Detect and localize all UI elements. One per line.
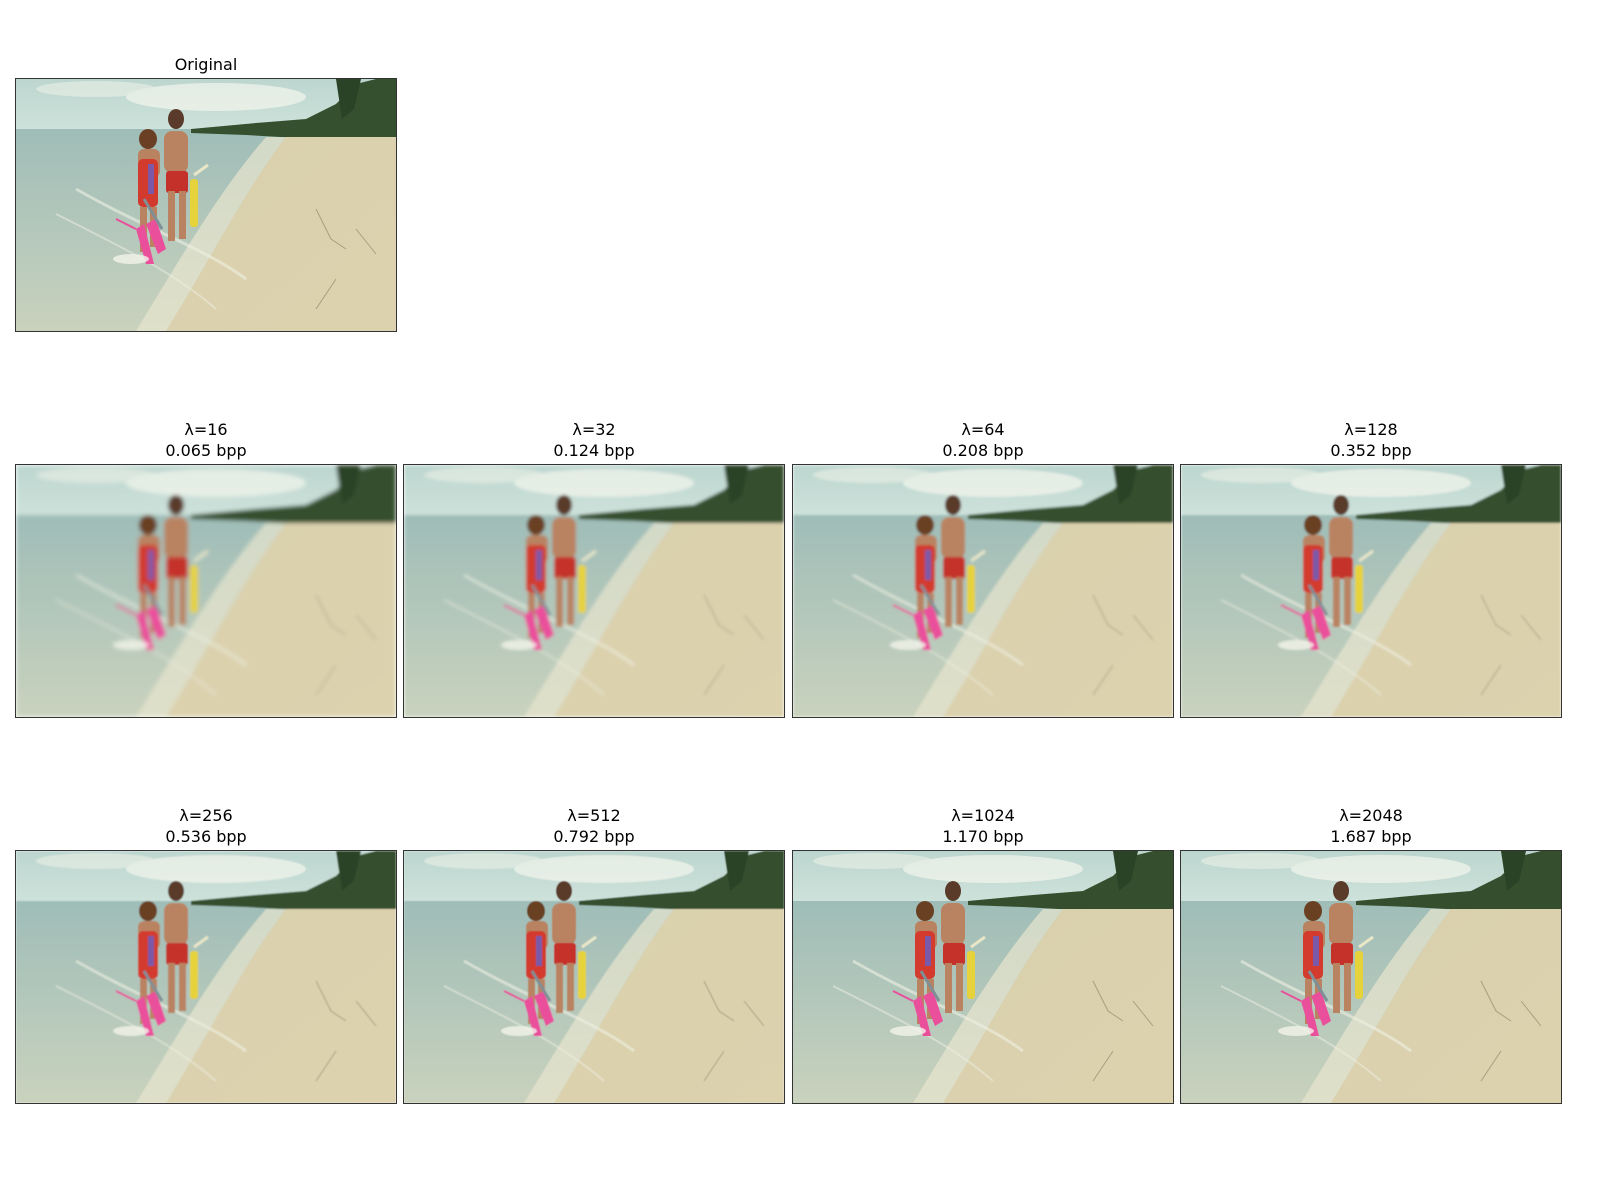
- compressed-panel-lambda-128: λ=128 0.352 bpp: [1180, 419, 1562, 718]
- panel-bpp-label: 0.124 bpp: [553, 441, 635, 460]
- panel-lambda-label: λ=512: [567, 806, 621, 825]
- beach-photo-compressed: [15, 850, 397, 1104]
- compressed-panel-lambda-1024: λ=1024 1.170 bpp: [792, 805, 1174, 1104]
- panel-title: Original: [174, 55, 238, 74]
- panel-bpp-label: 1.170 bpp: [942, 827, 1024, 846]
- panel-bpp-label: 0.792 bpp: [553, 827, 635, 846]
- panel-bpp-label: 0.065 bpp: [165, 441, 247, 460]
- compressed-panel-lambda-2048: λ=2048 1.687 bpp: [1180, 805, 1562, 1104]
- beach-photo-compressed: [1180, 464, 1562, 718]
- original-panel: Original: [15, 54, 397, 332]
- panel-bpp-label: 1.687 bpp: [1330, 827, 1412, 846]
- compressed-panel-lambda-32: λ=32 0.124 bpp: [403, 419, 785, 718]
- panel-lambda-label: λ=16: [184, 420, 228, 439]
- compressed-panel-lambda-16: λ=16 0.065 bpp: [15, 419, 397, 718]
- compressed-panel-lambda-256: λ=256 0.536 bpp: [15, 805, 397, 1104]
- panel-lambda-label: λ=2048: [1339, 806, 1403, 825]
- panel-bpp-label: 0.536 bpp: [165, 827, 247, 846]
- panel-lambda-label: λ=256: [179, 806, 233, 825]
- compressed-panel-lambda-512: λ=512 0.792 bpp: [403, 805, 785, 1104]
- panel-lambda-label: λ=64: [961, 420, 1005, 439]
- beach-photo-compressed: [1180, 850, 1562, 1104]
- panel-lambda-label: λ=32: [572, 420, 616, 439]
- beach-photo-compressed: [792, 850, 1174, 1104]
- beach-photo-compressed: [792, 464, 1174, 718]
- beach-photo-compressed: [403, 850, 785, 1104]
- panel-bpp-label: 0.352 bpp: [1330, 441, 1412, 460]
- panel-lambda-label: λ=128: [1344, 420, 1398, 439]
- panel-lambda-label: λ=1024: [951, 806, 1015, 825]
- panel-bpp-label: 0.208 bpp: [942, 441, 1024, 460]
- beach-photo-compressed: [403, 464, 785, 718]
- beach-photo-original: [15, 78, 397, 332]
- beach-photo-compressed: [15, 464, 397, 718]
- compressed-panel-lambda-64: λ=64 0.208 bpp: [792, 419, 1174, 718]
